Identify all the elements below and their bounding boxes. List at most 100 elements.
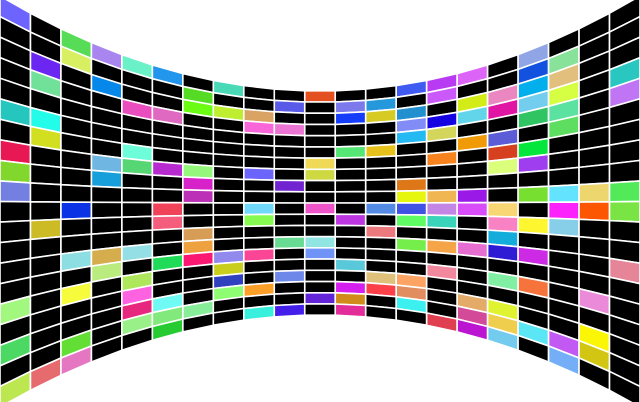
- tile: [547, 201, 580, 221]
- tile: [608, 159, 640, 184]
- tile: [303, 134, 337, 148]
- tile: [608, 15, 640, 53]
- tile: [303, 269, 337, 283]
- tile: [547, 166, 580, 188]
- tile: [395, 202, 428, 216]
- tile: [395, 165, 428, 181]
- tile: [303, 190, 337, 204]
- tile: [456, 201, 489, 218]
- tile: [608, 36, 640, 71]
- tile: [151, 214, 184, 231]
- tile: [608, 118, 640, 147]
- tile: [121, 186, 154, 204]
- tile: [182, 188, 215, 204]
- tile: [273, 156, 306, 171]
- tile: [334, 111, 367, 126]
- tile: [303, 179, 337, 193]
- tile: [60, 201, 93, 221]
- tile: [334, 202, 367, 216]
- tile: [334, 167, 367, 182]
- tile: [273, 247, 306, 261]
- tile: [121, 171, 154, 190]
- tile: [303, 202, 337, 216]
- tile: [273, 303, 306, 318]
- tile: [212, 202, 245, 216]
- tile: [212, 213, 245, 229]
- tile: [364, 166, 397, 182]
- tile: [303, 146, 337, 159]
- tile: [182, 163, 215, 180]
- tile: [608, 313, 640, 347]
- tile: [0, 200, 32, 223]
- tile: [517, 169, 550, 189]
- tile: [303, 123, 337, 137]
- tile: [273, 224, 306, 238]
- tile: [243, 155, 276, 170]
- tile: [578, 163, 611, 186]
- tile: [425, 214, 458, 230]
- tile: [364, 155, 397, 170]
- tile: [608, 238, 640, 264]
- tile: [273, 179, 306, 193]
- tile: [243, 190, 276, 204]
- tile: [182, 201, 215, 217]
- tile: [364, 213, 397, 228]
- tile: [456, 174, 489, 191]
- tile: [334, 213, 367, 227]
- tile: [364, 178, 397, 193]
- tile: [273, 213, 306, 227]
- tile: [608, 56, 640, 90]
- tile: [456, 214, 489, 231]
- tile: [303, 280, 337, 294]
- tile: [303, 89, 337, 103]
- tile: [303, 112, 337, 126]
- tile: [273, 111, 306, 126]
- tile: [608, 257, 640, 285]
- tile: [334, 303, 367, 318]
- tile: [608, 0, 640, 34]
- tile: [243, 224, 276, 239]
- tile: [547, 183, 580, 204]
- tile: [182, 176, 215, 192]
- tile: [273, 190, 306, 204]
- tile: [334, 122, 367, 137]
- tile: [212, 165, 245, 181]
- tile: [334, 145, 367, 159]
- tile: [182, 214, 215, 230]
- tile: [121, 201, 154, 219]
- tile: [364, 304, 397, 322]
- tile: [517, 201, 550, 220]
- tile: [243, 213, 276, 228]
- tile: [608, 294, 640, 326]
- tile: [364, 202, 397, 216]
- tile: [334, 269, 367, 284]
- tile: [608, 200, 640, 223]
- tile: [29, 200, 62, 222]
- tile: [395, 213, 428, 229]
- tile: [273, 235, 306, 250]
- tile: [303, 101, 337, 115]
- tile: [364, 224, 397, 239]
- tile: [578, 200, 611, 222]
- tile: [578, 182, 611, 203]
- tile: [60, 166, 93, 188]
- tile: [212, 177, 245, 193]
- tile: [303, 157, 337, 171]
- tile: [151, 174, 184, 191]
- tile: [0, 180, 32, 203]
- tile: [90, 201, 123, 220]
- tile: [334, 235, 367, 250]
- tile: [334, 156, 367, 171]
- tile: [0, 159, 32, 184]
- tile: [608, 97, 640, 128]
- tile: [151, 201, 184, 218]
- tile: [303, 247, 337, 260]
- tile: [151, 187, 184, 204]
- tile: [608, 180, 640, 203]
- tile: [608, 139, 640, 165]
- tile: [60, 183, 93, 204]
- tile: [334, 224, 367, 238]
- tile: [303, 303, 337, 317]
